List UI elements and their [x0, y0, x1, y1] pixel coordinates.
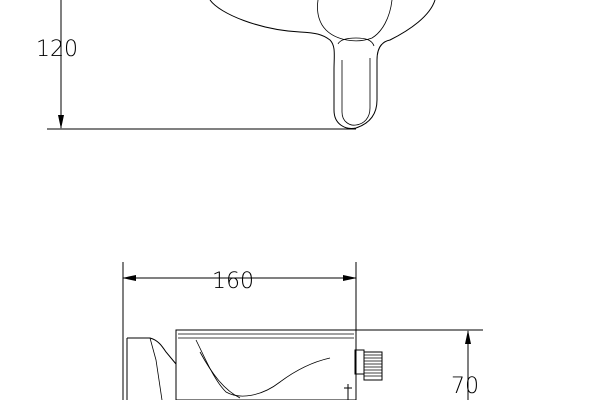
- lever-curve: [195, 339, 331, 397]
- escutcheon-inner: [149, 337, 163, 400]
- handle-neck: [337, 37, 375, 47]
- bottom-view: 160 70: [122, 262, 483, 400]
- threaded-inlet: [363, 351, 383, 381]
- handle-outline: [209, 0, 436, 129]
- height-dimension-label-top: 120: [36, 37, 78, 62]
- handle-inner-curve: [317, 0, 393, 42]
- outlet-stub: [344, 384, 352, 400]
- lever-body: [341, 58, 371, 126]
- lever-curve-inner: [199, 351, 241, 399]
- height-dimension-label-bottom: 70: [451, 374, 479, 399]
- mixer-body: [175, 329, 357, 400]
- escutcheon-profile: [127, 337, 177, 365]
- top-view: 120: [36, 0, 436, 130]
- width-dimension-label: 160: [212, 269, 254, 294]
